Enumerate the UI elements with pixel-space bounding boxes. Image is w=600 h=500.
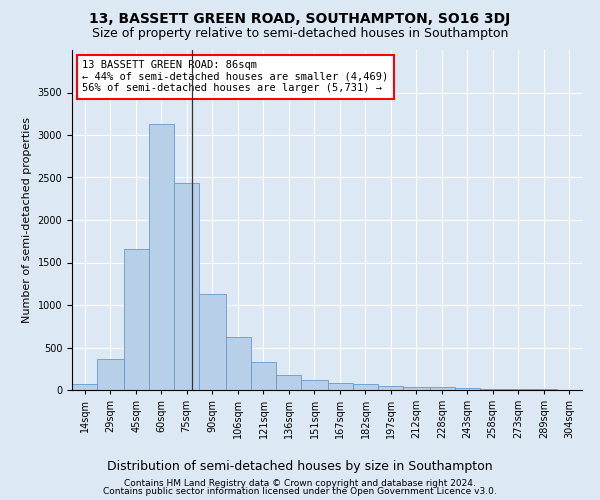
Bar	[403, 386, 430, 390]
Y-axis label: Number of semi-detached properties: Number of semi-detached properties	[22, 117, 32, 323]
Bar	[328, 383, 353, 390]
Bar	[480, 388, 505, 390]
Bar	[124, 249, 149, 390]
Bar	[455, 388, 480, 390]
Text: Contains HM Land Registry data © Crown copyright and database right 2024.: Contains HM Land Registry data © Crown c…	[124, 478, 476, 488]
Bar	[430, 388, 455, 390]
Bar	[226, 338, 251, 390]
Bar	[505, 389, 532, 390]
Bar	[301, 380, 328, 390]
Text: 13, BASSETT GREEN ROAD, SOUTHAMPTON, SO16 3DJ: 13, BASSETT GREEN ROAD, SOUTHAMPTON, SO1…	[89, 12, 511, 26]
Bar	[72, 384, 97, 390]
Bar	[276, 375, 301, 390]
Bar	[174, 182, 199, 390]
Bar	[97, 358, 124, 390]
Text: Distribution of semi-detached houses by size in Southampton: Distribution of semi-detached houses by …	[107, 460, 493, 473]
Text: Size of property relative to semi-detached houses in Southampton: Size of property relative to semi-detach…	[92, 28, 508, 40]
Bar	[251, 362, 276, 390]
Bar	[353, 384, 378, 390]
Bar	[199, 294, 226, 390]
Bar	[378, 386, 403, 390]
Bar	[149, 124, 174, 390]
Text: 13 BASSETT GREEN ROAD: 86sqm
← 44% of semi-detached houses are smaller (4,469)
5: 13 BASSETT GREEN ROAD: 86sqm ← 44% of se…	[82, 60, 388, 94]
Text: Contains public sector information licensed under the Open Government Licence v3: Contains public sector information licen…	[103, 487, 497, 496]
